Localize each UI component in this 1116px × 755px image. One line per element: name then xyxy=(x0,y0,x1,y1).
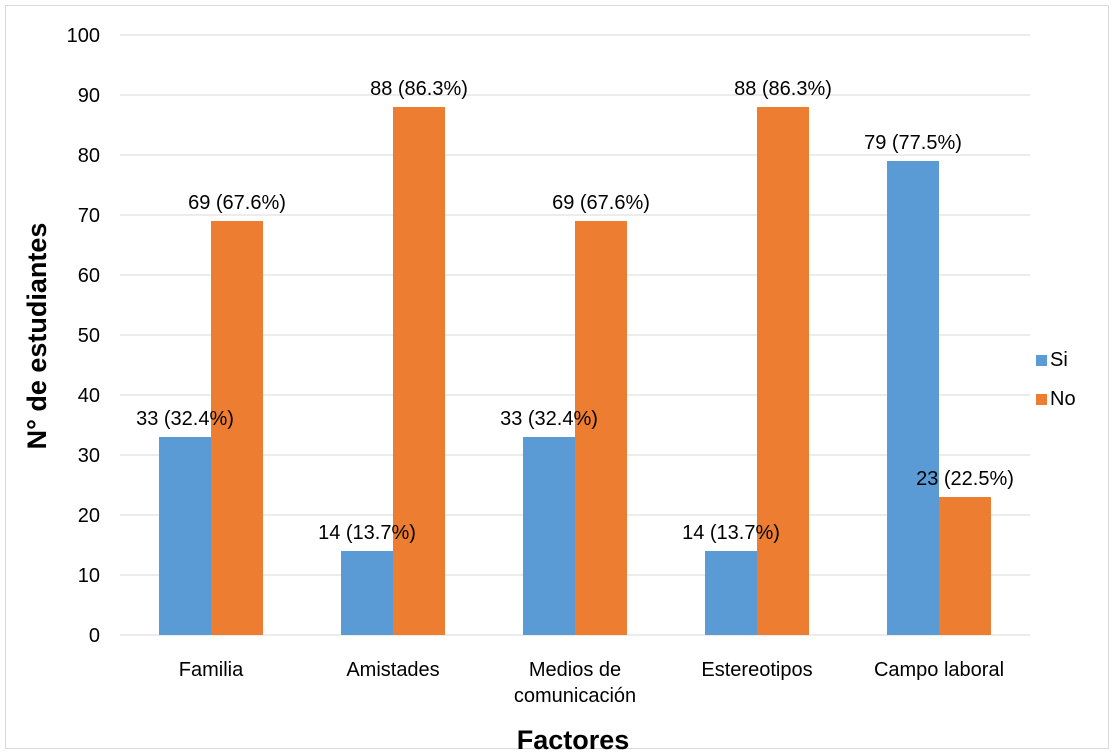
x-category-label: Medios de comunicación xyxy=(514,659,636,707)
x-category-label: Familia xyxy=(179,659,244,681)
y-tick-label: 0 xyxy=(89,625,100,647)
bar-no-4 xyxy=(939,497,991,635)
bar-si-3 xyxy=(705,551,757,635)
bar-si-0 xyxy=(159,437,211,635)
data-label: 33 (32.4%) xyxy=(136,408,234,430)
bar-no-3 xyxy=(757,107,809,635)
bar-si-4 xyxy=(887,161,939,635)
legend-label-no: No xyxy=(1050,388,1076,410)
y-tick-label: 90 xyxy=(78,85,100,107)
legend: Si No xyxy=(1036,349,1076,410)
y-axis-title: N° de estudiantes xyxy=(22,223,52,450)
legend-label-si: Si xyxy=(1050,349,1068,371)
legend-swatch-si xyxy=(1036,355,1047,366)
gridlines xyxy=(120,34,1030,636)
x-axis-categories: Familia Amistades Medios de comunicación Est… xyxy=(179,659,1004,707)
y-tick-label: 30 xyxy=(78,445,100,467)
y-tick-label: 10 xyxy=(78,565,100,587)
y-tick-label: 60 xyxy=(78,265,100,287)
data-label: 88 (86.3%) xyxy=(370,78,468,100)
y-tick-label: 80 xyxy=(78,145,100,167)
bar-si-1 xyxy=(341,551,393,635)
bars xyxy=(159,107,991,635)
data-label: 88 (86.3%) xyxy=(734,78,832,100)
legend-swatch-no xyxy=(1036,394,1047,405)
bar-si-2 xyxy=(523,437,575,635)
data-label: 69 (67.6%) xyxy=(188,192,286,214)
y-tick-label: 50 xyxy=(78,325,100,347)
bar-no-2 xyxy=(575,221,627,635)
bar-no-0 xyxy=(211,221,263,635)
data-label: 33 (32.4%) xyxy=(500,408,598,430)
y-tick-label: 40 xyxy=(78,385,100,407)
data-labels: 33 (32.4%) 14 (13.7%) 33 (32.4%) 14 (13.7%)… xyxy=(136,78,1014,544)
y-tick-label: 100 xyxy=(67,25,100,47)
y-axis-ticks: 0 10 20 30 40 50 60 70 80 90 100 xyxy=(67,25,100,647)
bar-no-1 xyxy=(393,107,445,635)
data-label: 23 (22.5%) xyxy=(916,468,1014,490)
x-category-label: Campo laboral xyxy=(874,659,1004,681)
data-label: 69 (67.6%) xyxy=(552,192,650,214)
x-axis-title: Factores xyxy=(517,725,630,755)
data-label: 14 (13.7%) xyxy=(682,522,780,544)
y-tick-label: 20 xyxy=(78,505,100,527)
x-category-label: Amistades xyxy=(346,659,439,681)
data-label: 79 (77.5%) xyxy=(864,132,962,154)
data-label: 14 (13.7%) xyxy=(318,522,416,544)
y-tick-label: 70 xyxy=(78,205,100,227)
x-category-label: Estereotipos xyxy=(701,659,812,681)
